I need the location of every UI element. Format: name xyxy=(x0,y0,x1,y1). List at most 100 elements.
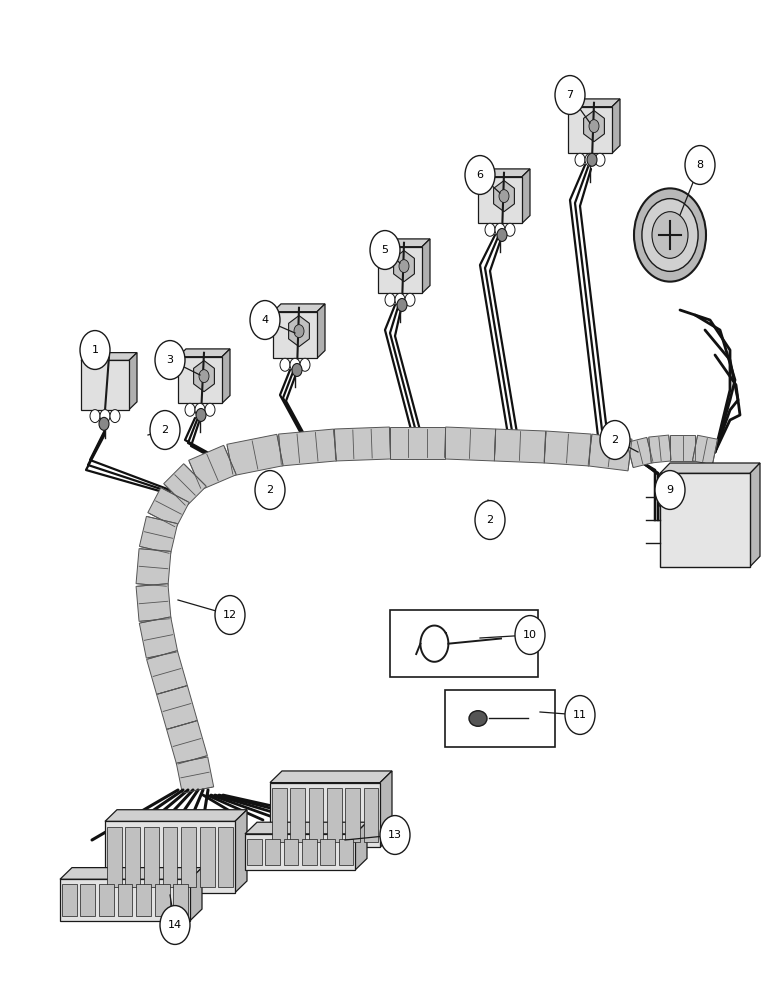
Text: 6: 6 xyxy=(476,170,483,180)
Circle shape xyxy=(385,293,395,306)
Polygon shape xyxy=(334,427,391,461)
Text: 2: 2 xyxy=(486,515,493,525)
Bar xyxy=(181,827,196,887)
Circle shape xyxy=(99,417,109,430)
Bar xyxy=(245,834,355,870)
Bar xyxy=(445,690,555,747)
Circle shape xyxy=(185,403,195,416)
Polygon shape xyxy=(378,239,430,247)
Polygon shape xyxy=(692,435,717,465)
Polygon shape xyxy=(544,431,591,466)
Circle shape xyxy=(155,341,185,379)
Bar xyxy=(283,839,298,865)
Bar xyxy=(290,788,305,842)
Circle shape xyxy=(294,325,304,338)
Circle shape xyxy=(515,616,545,654)
Polygon shape xyxy=(129,353,137,410)
Polygon shape xyxy=(568,107,612,153)
Bar xyxy=(144,827,159,887)
Polygon shape xyxy=(750,463,760,567)
Bar xyxy=(163,827,178,887)
Bar xyxy=(390,610,538,677)
Circle shape xyxy=(160,906,190,944)
Circle shape xyxy=(485,223,495,236)
Polygon shape xyxy=(60,868,202,879)
Circle shape xyxy=(215,596,245,634)
Circle shape xyxy=(196,408,206,421)
Polygon shape xyxy=(176,757,214,793)
Bar xyxy=(200,827,215,887)
Bar xyxy=(62,884,76,916)
Bar xyxy=(105,821,235,893)
Circle shape xyxy=(195,403,205,416)
Polygon shape xyxy=(588,434,632,471)
Text: 4: 4 xyxy=(262,315,269,325)
Polygon shape xyxy=(568,99,620,107)
Polygon shape xyxy=(279,429,337,466)
Polygon shape xyxy=(136,549,171,586)
Circle shape xyxy=(465,156,495,194)
Polygon shape xyxy=(612,99,620,153)
Bar xyxy=(345,788,360,842)
Polygon shape xyxy=(390,427,445,459)
Text: 14: 14 xyxy=(168,920,182,930)
Bar xyxy=(338,839,353,865)
Ellipse shape xyxy=(469,711,487,726)
Circle shape xyxy=(405,293,415,306)
Circle shape xyxy=(110,410,120,423)
Polygon shape xyxy=(245,822,367,834)
Circle shape xyxy=(80,331,110,369)
Circle shape xyxy=(589,120,599,133)
Bar xyxy=(136,884,151,916)
Circle shape xyxy=(255,471,285,509)
Polygon shape xyxy=(164,464,206,506)
Bar xyxy=(99,884,113,916)
Polygon shape xyxy=(273,312,317,358)
Bar xyxy=(320,839,335,865)
Circle shape xyxy=(475,501,505,539)
Polygon shape xyxy=(136,584,171,621)
Polygon shape xyxy=(222,349,230,403)
Circle shape xyxy=(642,199,698,271)
Bar xyxy=(302,839,317,865)
Polygon shape xyxy=(140,516,178,554)
Circle shape xyxy=(585,153,595,166)
Polygon shape xyxy=(660,473,674,489)
Text: 12: 12 xyxy=(223,610,237,620)
Bar xyxy=(660,473,750,567)
Circle shape xyxy=(505,223,515,236)
Circle shape xyxy=(399,260,409,273)
Circle shape xyxy=(150,411,180,449)
Circle shape xyxy=(199,370,209,383)
Circle shape xyxy=(565,696,595,734)
Polygon shape xyxy=(422,239,430,293)
Circle shape xyxy=(380,816,410,854)
Polygon shape xyxy=(478,169,530,177)
Bar xyxy=(125,827,141,887)
Polygon shape xyxy=(235,810,247,893)
Circle shape xyxy=(280,358,290,371)
Polygon shape xyxy=(81,360,129,410)
Text: 8: 8 xyxy=(696,160,703,170)
Circle shape xyxy=(652,212,688,258)
Text: 2: 2 xyxy=(161,425,168,435)
Circle shape xyxy=(595,153,605,166)
Polygon shape xyxy=(105,810,247,821)
Bar xyxy=(270,783,380,847)
Circle shape xyxy=(300,358,310,371)
Circle shape xyxy=(100,410,110,423)
Circle shape xyxy=(587,153,597,166)
Circle shape xyxy=(290,358,300,371)
Text: 11: 11 xyxy=(573,710,587,720)
Circle shape xyxy=(499,190,509,203)
Text: 9: 9 xyxy=(666,485,673,495)
Circle shape xyxy=(250,301,280,339)
Polygon shape xyxy=(147,488,189,527)
Polygon shape xyxy=(494,429,546,463)
Bar xyxy=(309,788,323,842)
Polygon shape xyxy=(584,111,604,142)
Circle shape xyxy=(575,153,585,166)
Text: 2: 2 xyxy=(611,435,618,445)
Circle shape xyxy=(292,363,302,376)
Text: 3: 3 xyxy=(167,355,174,365)
